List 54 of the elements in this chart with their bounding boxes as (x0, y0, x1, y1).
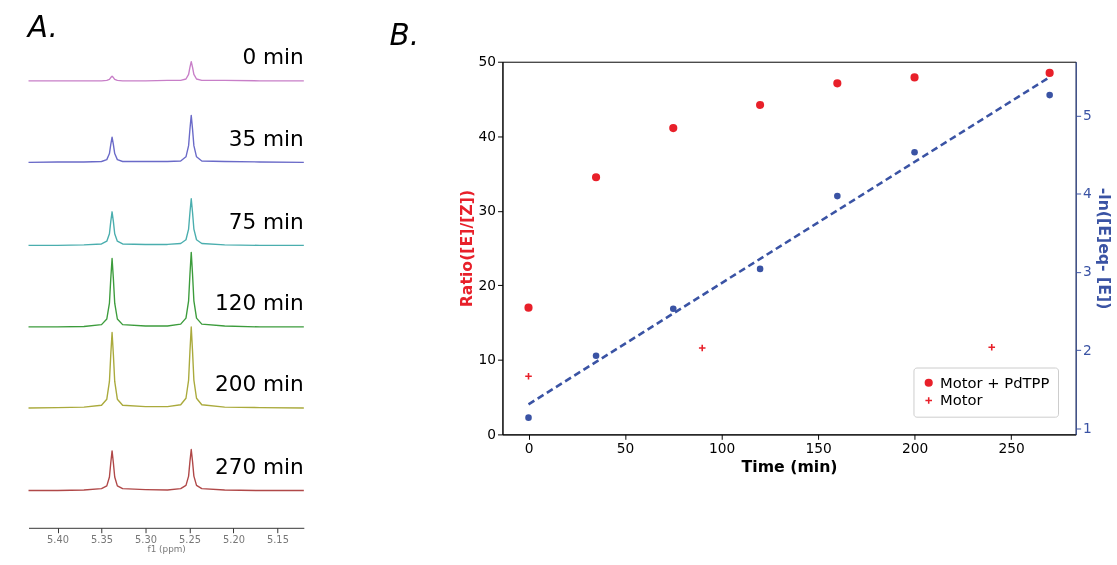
series-label: 200 min (214, 371, 304, 397)
point (669, 123, 678, 133)
point (910, 73, 919, 82)
y2-axis-title: -ln([E]eq- [E]) (1094, 187, 1114, 310)
point (525, 414, 532, 421)
legend-label: Motor (940, 391, 984, 409)
x-tick-label: 150 (805, 439, 832, 456)
y2-tick-label: 2 (1083, 341, 1092, 358)
series-label: 35 min (228, 125, 304, 151)
point (669, 305, 677, 313)
point (1045, 68, 1054, 77)
point (911, 148, 918, 156)
x-tick-label: 5.35 (91, 534, 113, 546)
x-tick-label: 250 (998, 439, 1025, 456)
series-label: 0 min (242, 44, 304, 70)
point (592, 352, 600, 360)
point (987, 343, 996, 352)
x-tick-label: 100 (708, 439, 736, 456)
point (698, 343, 707, 353)
chart-title: A. (25, 9, 58, 44)
series-label: 75 min (228, 208, 304, 234)
y-tick-label: 30 (478, 202, 497, 219)
point (1046, 91, 1053, 99)
point (524, 372, 533, 381)
y2-tick-label: 4 (1083, 185, 1092, 202)
x-tick-label: 5.40 (47, 534, 69, 546)
chart-title: B. (389, 18, 420, 53)
point (756, 100, 765, 110)
x-tick-label: 5.25 (179, 534, 201, 546)
y2-tick-label: 3 (1083, 263, 1092, 280)
x-tick-label: 200 (901, 439, 929, 456)
x-tick-label: 0 (524, 439, 534, 456)
y2-tick-label: 5 (1083, 106, 1092, 123)
point (524, 303, 533, 312)
y-tick-label: 20 (478, 276, 497, 293)
legend-label: Motor + PdTPP (940, 373, 1050, 391)
y-tick-label: 50 (478, 53, 497, 70)
series-label: 270 min (214, 453, 304, 479)
x-axis-title: f1 (ppm) (147, 543, 186, 554)
y-tick-label: 10 (478, 351, 497, 368)
x-tick-label: 5.15 (266, 534, 289, 546)
point (833, 79, 842, 88)
x-tick-label: 5.20 (223, 534, 245, 546)
point (834, 192, 841, 200)
y-axis-title: Ratio([E]/[Z]) (456, 189, 476, 308)
x-tick-label: 5.30 (135, 534, 157, 546)
y-tick-label: 0 (487, 425, 497, 442)
y-tick-label: 40 (478, 127, 497, 144)
point (591, 173, 601, 182)
point (756, 265, 764, 273)
x-axis-title: Time (min) (741, 457, 838, 477)
y2-tick-label: 1 (1083, 420, 1092, 437)
x-tick-label: 50 (616, 439, 635, 456)
series-label: 120 min (214, 290, 304, 316)
